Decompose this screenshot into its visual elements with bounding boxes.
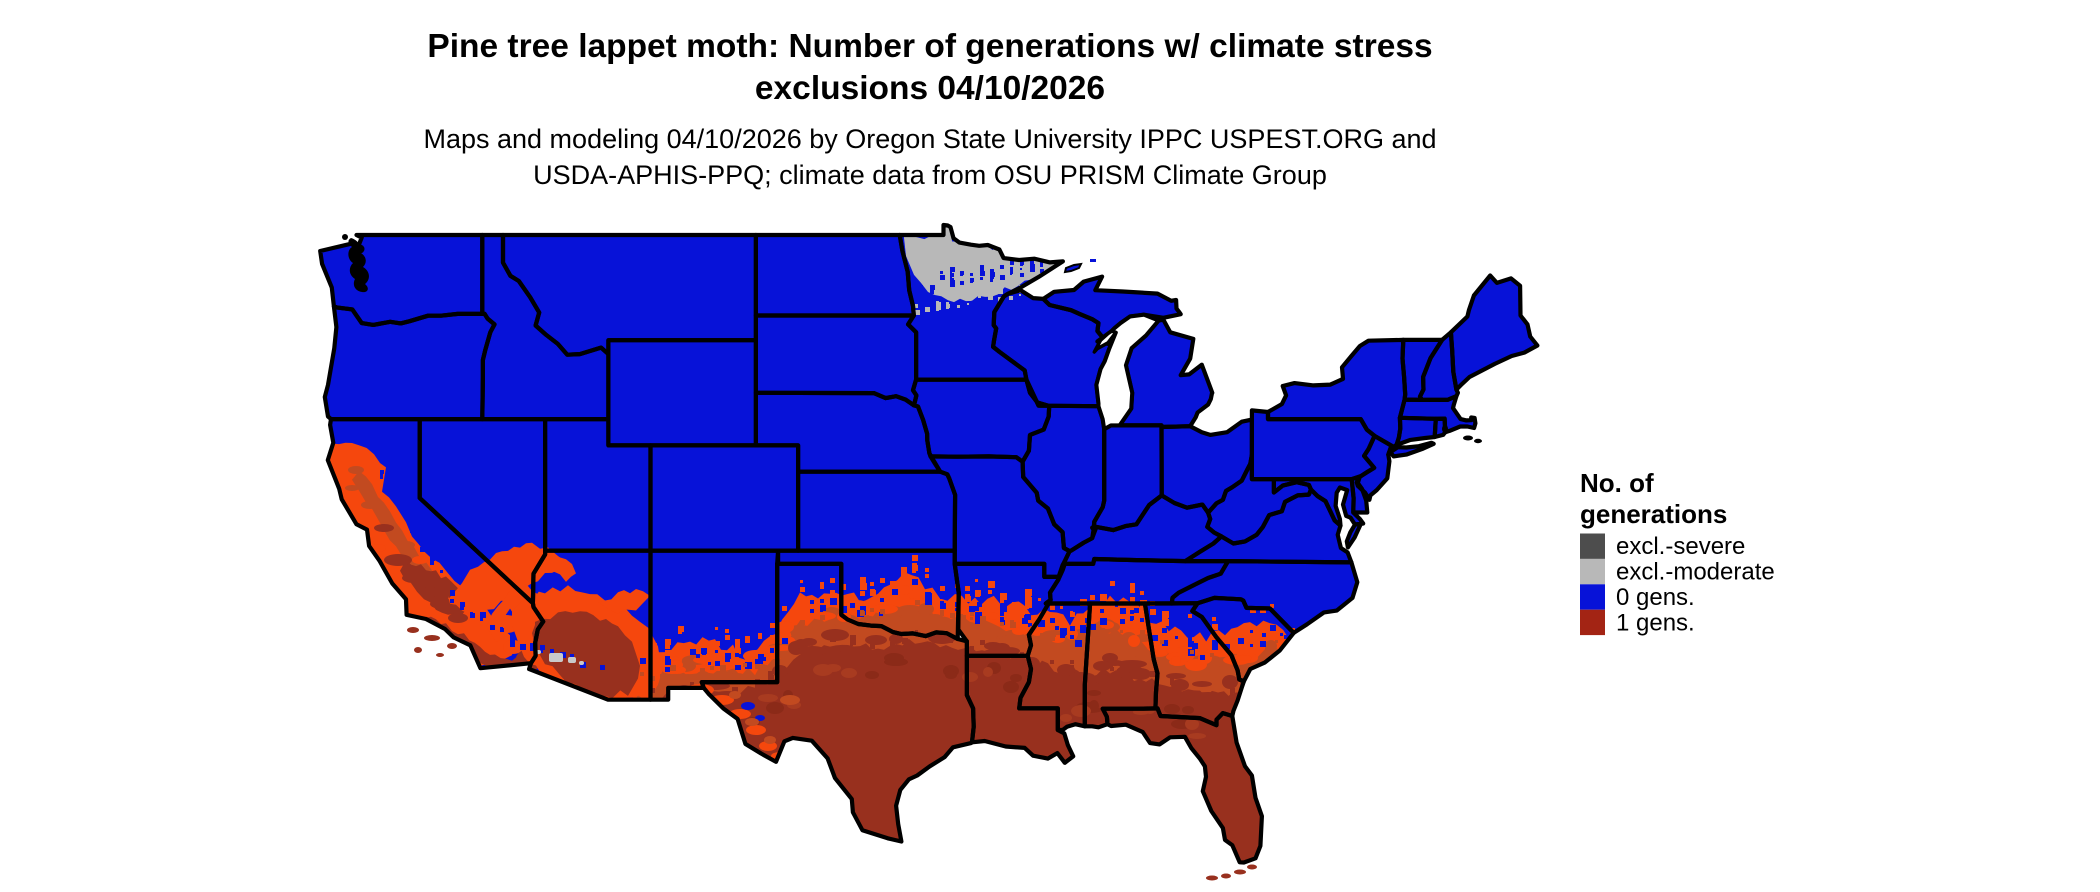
svg-text:excl.-moderate: excl.-moderate xyxy=(1616,559,1775,586)
svg-text:1 gens.: 1 gens. xyxy=(1616,609,1695,636)
svg-text:exclusions 04/10/2026: exclusions 04/10/2026 xyxy=(755,70,1105,107)
svg-text:generations: generations xyxy=(1580,499,1727,529)
svg-text:Pine tree lappet moth: Number: Pine tree lappet moth: Number of generat… xyxy=(427,28,1432,65)
svg-text:USDA-APHIS-PPQ; climate data f: USDA-APHIS-PPQ; climate data from OSU PR… xyxy=(533,160,1327,190)
svg-text:excl.-severe: excl.-severe xyxy=(1616,533,1745,560)
svg-text:Maps and modeling 04/10/2026 b: Maps and modeling 04/10/2026 by Oregon S… xyxy=(423,124,1436,154)
svg-text:No. of: No. of xyxy=(1580,468,1654,498)
svg-text:0 gens.: 0 gens. xyxy=(1616,584,1695,611)
